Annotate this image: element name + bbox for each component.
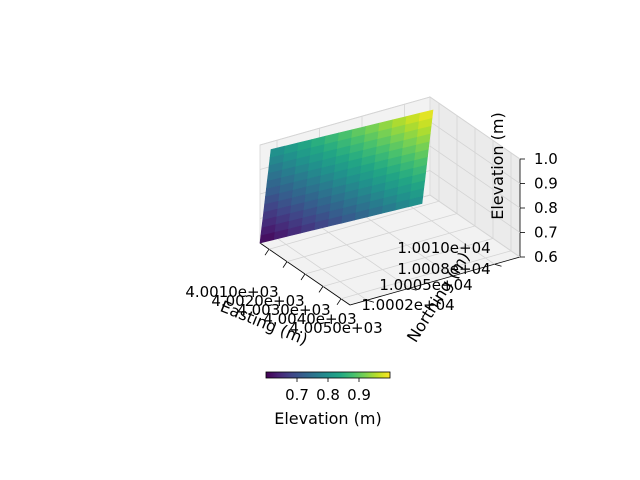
x-tick [318,286,324,293]
y-tick [451,275,460,279]
y-tick [366,299,375,303]
z-tick-label: 1.0 [534,150,558,168]
x-tick [300,273,306,281]
y-tick-label: 1.0002e+04 [361,296,454,314]
x-tick-label: 4.0030e+03 [237,301,330,319]
z-tick-label: 0.8 [534,199,558,217]
x-tick [282,261,288,268]
y-axis-line [349,256,521,306]
colorbar-tick-label: 0.7 [285,386,309,404]
y-tick-label: 1.0010e+04 [397,239,490,257]
z-axis-label: Elevation (m) [488,112,507,219]
colorbar-ticks: 0.7 0.8 0.9 [285,378,371,404]
x-tick [264,248,270,256]
surface-plot [259,109,434,244]
x-tick [336,298,342,306]
z-tick-label: 0.7 [534,224,558,242]
x-tick-label: 4.0040e+03 [263,310,356,328]
colorbar: 0.7 0.8 0.9 Elevation (m) [265,371,391,428]
z-gridline [259,96,521,160]
colorbar-tick-label: 0.8 [316,386,340,404]
y-tick-label: 1.0005e+04 [379,276,472,294]
x-tick-label: 4.0020e+03 [211,292,304,310]
colorbar-tick-label: 0.9 [347,386,371,404]
x-tick-label: 4.0050e+03 [289,319,382,337]
colorbar-gradient [265,371,391,379]
z-tick-label: 0.9 [534,175,558,193]
x-tick-label: 4.0010e+03 [185,283,278,301]
colorbar-label: Elevation (m) [274,409,381,428]
surface-patch [269,145,285,158]
y-tick [494,263,502,267]
z-tick-label: 0.6 [534,248,558,266]
y-tick [409,287,417,291]
axis-ticks: 4.0010e+034.0020e+034.0030e+034.0040e+03… [185,150,558,337]
y-tick-label: 1.0008e+04 [397,260,490,278]
